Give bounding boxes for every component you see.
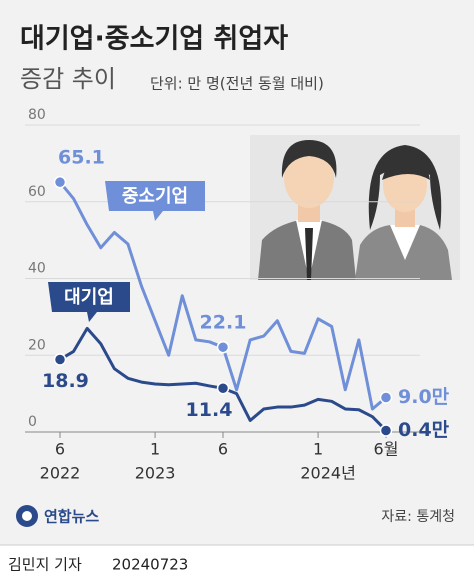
chart-subtitle: 증감 추이 [20,65,116,93]
value-label: 9.0만 [398,386,450,408]
chart-title: 대기업·중소기업 취업자 [20,24,288,55]
y-tick-label: 40 [28,261,46,277]
source: 자료: 통계청 [381,509,455,525]
point [379,391,393,404]
value-label: 11.4 [186,399,233,421]
x-tick-label: 1 [150,440,160,459]
y-tick-label: 0 [28,414,37,430]
logo: 연합뉴스 [16,505,99,527]
value-label: 22.1 [200,312,247,334]
x-tick-label: 6 [55,440,65,459]
legend-box [48,282,130,322]
date: 20240723 [112,556,188,574]
legend-label: 대기업 [64,287,114,308]
legend-box [105,181,205,221]
illustration [250,135,460,280]
legend-label: 중소기업 [122,186,188,207]
x-tick-label: 1 [313,440,323,459]
value-label: 0.4만 [398,419,450,441]
x-year-label: 2023 [135,464,176,483]
y-tick-label: 60 [28,184,46,200]
x-tick-label: 6월 [374,440,399,459]
point [216,382,230,395]
credit: 김민지 기자 [8,556,82,574]
unit: 단위: 만 명(전년 동월 대비) [150,75,324,93]
point [53,353,67,366]
x-year-label: 2024년 [300,464,355,483]
logo-text: 연합뉴스 [44,508,99,526]
y-tick-label: 80 [28,107,46,123]
value-label: 18.9 [42,370,89,392]
x-tick-label: 6 [218,440,228,459]
y-tick-label: 20 [28,337,46,353]
value-label: 65.1 [58,147,105,169]
point [379,424,393,437]
point [216,340,230,354]
x-year-label: 2022 [40,464,81,483]
point [53,175,67,189]
